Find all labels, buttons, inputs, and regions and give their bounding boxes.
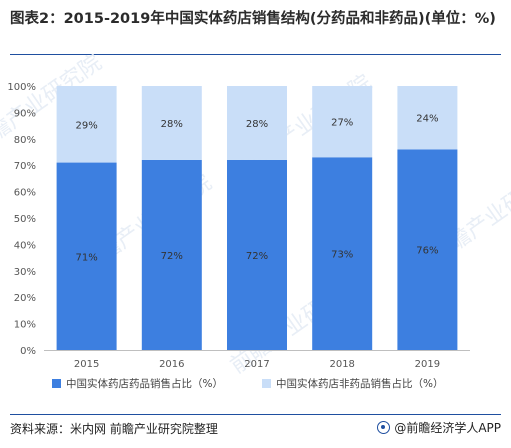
y-tick-label: 100% <box>7 82 36 93</box>
data-label: 28% <box>161 119 183 130</box>
x-tick-label: 2019 <box>415 359 440 370</box>
bars: 71% 29% 72% 28% 72% 28% 73% 27% 76% 24% <box>56 86 458 350</box>
brand: @前瞻经济学人APP <box>377 419 501 436</box>
y-tick-label: 20% <box>14 293 36 304</box>
data-label: 28% <box>246 119 268 130</box>
legend-swatch-drug <box>52 379 61 388</box>
data-label: 24% <box>416 114 438 125</box>
x-tick-label: 2015 <box>74 359 99 370</box>
bar-drug <box>141 159 202 350</box>
data-label: 71% <box>75 252 97 263</box>
source-note: 资料来源：米内网 前瞻产业研究院整理 <box>10 422 218 436</box>
bar-nondrug <box>141 86 202 160</box>
y-tick-label: 80% <box>14 135 36 146</box>
bar-nondrug <box>227 86 287 160</box>
brand-label: @前瞻经济学人APP <box>394 421 501 435</box>
chart-title: 图表2：2015-2019年中国实体药店销售结构(分药品和非药品)(单位：%) <box>10 11 496 27</box>
y-tick-label: 10% <box>14 320 36 331</box>
y-tick-label: 90% <box>14 108 36 119</box>
data-label: 73% <box>331 250 353 261</box>
x-tick-label: 2017 <box>244 359 269 370</box>
bar-nondrug <box>312 86 373 158</box>
footer-rule <box>10 414 501 415</box>
data-label: 27% <box>331 118 353 129</box>
x-tick-label: 2016 <box>159 359 184 370</box>
y-tick-label: 40% <box>14 240 36 251</box>
legend-label-drug: 中国实体药店药品销售占比（%） <box>66 377 223 390</box>
legend: 中国实体药店药品销售占比（%） 中国实体药店非药品销售占比（%） <box>52 377 443 390</box>
bar-drug <box>56 162 117 350</box>
y-tick-label: 30% <box>14 267 36 278</box>
bar-drug <box>397 149 458 350</box>
data-label: 29% <box>75 120 97 131</box>
legend-swatch-nondrug <box>262 379 271 388</box>
y-tick-label: 60% <box>14 188 36 199</box>
title-rule <box>10 54 501 55</box>
y-tick-label: 0% <box>20 346 36 357</box>
y-tick-label: 50% <box>14 214 36 225</box>
bar-drug <box>227 159 287 350</box>
axes: 0% 10% 20% 30% 40% 50% 60% 70% 80% 90% 100% 2015 201… <box>7 82 470 370</box>
bar-nondrug <box>397 86 458 150</box>
legend-label-nondrug: 中国实体药店非药品销售占比（%） <box>276 377 443 390</box>
bar-drug <box>312 157 373 350</box>
y-tick-label: 70% <box>14 161 36 172</box>
data-label: 76% <box>416 246 438 257</box>
x-tick-label: 2018 <box>329 359 354 370</box>
data-label: 72% <box>246 251 268 262</box>
data-label: 72% <box>161 251 183 262</box>
bar-nondrug <box>56 86 117 163</box>
brand-logo-icon <box>377 421 391 434</box>
